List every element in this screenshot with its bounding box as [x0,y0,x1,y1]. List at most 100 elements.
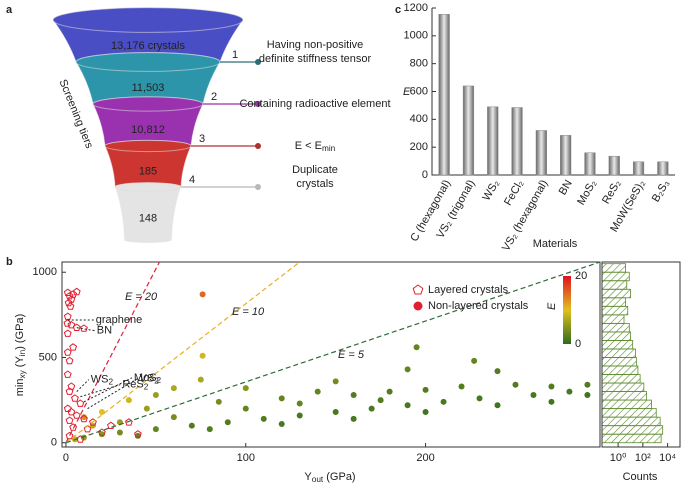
y-tick-label: 0 [51,437,57,449]
x-tick-label: ReS₂ [600,178,623,206]
point [296,400,303,407]
histogram-bar [601,416,661,427]
x-tick-label: 200 [416,452,434,464]
point [67,320,76,329]
histogram-bar [601,382,645,392]
bar [608,155,620,176]
point [65,387,74,395]
bar [462,85,475,176]
y-axis-title: minxy (Yin) (GPa) [14,314,27,397]
x-tick-label: WS₂ [480,178,501,203]
histogram-bar [601,357,637,367]
point [413,344,420,351]
y-tick-label: 1200 [404,2,428,14]
x-axis-title: Counts [623,471,658,483]
funnel-rim [92,96,204,112]
reference-line [65,261,301,444]
point [422,409,429,416]
point [66,302,75,310]
step-number: 2 [211,91,217,103]
point [72,323,81,331]
x-tick-label: 0 [63,452,69,464]
leader-dot [255,184,261,190]
text-part: min [322,144,336,153]
point [98,409,105,416]
point [377,397,384,404]
point [566,388,573,395]
stage-value: 148 [139,212,157,224]
y-axis-title: E [403,86,411,98]
colorbar-tick-label: 20 [575,270,587,282]
point [170,385,177,392]
panel-label: b [6,256,13,268]
point [63,312,72,320]
text-part: 2 [108,378,113,387]
annotation: WS2 [91,373,114,386]
histogram-bar [601,297,626,307]
stage-value: 11,503 [132,82,165,94]
x-tick-label: B₂S₃ [650,178,672,204]
annotation: graphene [96,314,143,326]
funnel-rim [52,7,244,33]
point [548,398,555,405]
annotation: BN [97,325,112,337]
histogram-bar [601,391,647,401]
histogram-bar [601,374,641,384]
text-part: crystals [296,178,334,190]
text-part: definite stiffness tensor [259,53,372,65]
reference-label: E = 10 [232,306,265,318]
point [152,391,159,398]
criterion-text: E < Emin [295,140,336,153]
x-tick-label: 10⁰ [610,452,627,464]
histogram-bar [601,399,652,410]
annotation: VS2 [140,373,160,386]
colorbar-title: E [546,302,558,310]
histogram-bar [601,340,634,350]
point [584,381,591,388]
point [215,398,222,405]
y-tick-label: 600 [410,85,428,97]
funnel-rim [114,182,182,192]
point [63,348,72,356]
histogram-bar [601,365,639,375]
x-axis-title: Yout (GPa) [304,471,355,484]
histogram-bar [601,408,657,418]
histogram-bar [601,433,662,444]
annotation-line [76,379,90,392]
panel-label: c [395,4,401,16]
histogram-bar [601,348,636,358]
text-part: ReS [122,379,143,391]
colorbar-tick-label: 0 [575,338,581,350]
text-part: Duplicate [292,164,338,176]
text-part: in [18,349,27,356]
bar [560,135,572,176]
point [278,395,285,402]
colorbar [563,276,571,344]
annotation-line [83,377,133,403]
criterion-text: Duplicate [292,164,338,176]
point [332,409,339,416]
histogram-bar [601,288,631,299]
point [67,407,76,416]
point [80,414,87,421]
histogram-bar [601,263,626,273]
text-part: (GPa) [323,471,355,483]
criterion-text: definite stiffness tensor [259,53,372,65]
point [458,383,465,390]
bar [632,161,645,176]
legend-label: Layered crystals [428,284,509,296]
y-tick-label: 400 [410,113,428,125]
text-part: WS [91,373,109,385]
legend-marker [412,284,424,295]
reference-label: E = 5 [338,349,365,361]
text-part: 2 [154,377,159,386]
text-part: 2 [157,376,162,385]
histogram-bar [601,314,625,324]
point [72,411,81,419]
plot-frame [61,261,601,448]
text-part: MoS [134,372,157,384]
point [199,352,206,359]
point [65,416,74,424]
point [386,388,393,395]
